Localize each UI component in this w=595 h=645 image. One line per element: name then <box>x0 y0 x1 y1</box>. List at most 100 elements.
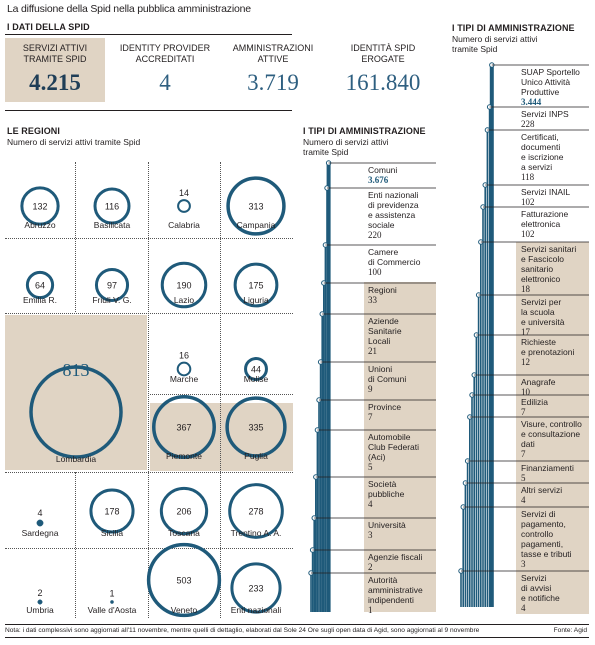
tipi2-heading: I TIPI DI AMMINISTRAZIONE <box>452 23 575 33</box>
label-liguria: Liguria <box>243 295 269 305</box>
category-anagrafe: Anagrafe <box>521 377 556 387</box>
kpi-label: IDENTITY PROVIDER ACCREDITATI <box>119 43 211 64</box>
value-basilicata: 116 <box>105 202 119 212</box>
value-servizi-inps: 228 <box>521 119 535 129</box>
value-comuni: 3.676 <box>368 175 389 185</box>
category-autorita-amministrative-indipendenti-1: amministrative <box>368 585 423 595</box>
grid-line <box>75 162 76 312</box>
category-societa-pubbliche: Società <box>368 479 397 489</box>
category-finanziamenti: Finanziamenti <box>521 463 574 473</box>
category-servizi-di-pagamento-controllo-pagamenti-tasse-e-tributi: Servizi di <box>521 509 556 519</box>
bubble-umbria <box>37 599 43 605</box>
value-agenzie-fiscali: 2 <box>368 562 373 572</box>
label-puglia: Puglia <box>244 451 268 461</box>
value-regioni: 33 <box>368 295 378 305</box>
label-lazio: Lazio <box>174 295 195 305</box>
value-veneto: 503 <box>176 576 191 586</box>
label-toscana: Toscana <box>168 528 200 538</box>
value-valle-d-aosta: 1 <box>109 588 114 598</box>
value-lazio: 190 <box>176 281 191 291</box>
value-umbria: 2 <box>37 588 42 598</box>
dati-bottom-rule <box>5 110 292 111</box>
value-suap-sportello-unico-attivita-produttive: 3.444 <box>521 97 542 107</box>
category-comuni: Comuni <box>368 165 397 175</box>
category-certificati-documenti-e-iscrizione-a-servizi-2: e iscrizione <box>521 152 564 162</box>
category-servizi-sanitari-e-fascicolo-sanitario-elettronico-1: e Fascicolo <box>521 254 564 264</box>
label-trentino-a-a: Trentino A. A. <box>231 528 282 538</box>
value-servizi-per-la-scuola-e-universita: 17 <box>521 327 531 337</box>
category-visure-controllo-e-consultazione-dati-1: e consultazione <box>521 429 580 439</box>
value-trentino-a-a: 278 <box>248 507 263 517</box>
label-marche: Marche <box>170 374 199 384</box>
label-piemonte: Piemonte <box>166 451 202 461</box>
bubble-emilia-r <box>25 270 55 300</box>
kpi-amministrazioni: AMMINISTRAZIONI ATTIVE 3.719 <box>220 38 326 102</box>
category-servizi-sanitari-e-fascicolo-sanitario-elettronico: Servizi sanitari <box>521 244 576 254</box>
label-valle-d-aosta: Valle d'Aosta <box>88 605 137 615</box>
category-servizi-per-la-scuola-e-universita-1: la scuola <box>521 307 555 317</box>
value-servizi-di-avvisi-e-notifiche: 4 <box>521 603 526 613</box>
category-agenzie-fiscali: Agenzie fiscali <box>368 552 422 562</box>
value-visure-controllo-e-consultazione-dati: 7 <box>521 449 526 459</box>
page-title: La diffusione della Spid nella pubblica … <box>7 3 251 15</box>
category-enti-nazionali-di-previdenza-e-assistenza-sociale-1: di previdenza <box>368 200 419 210</box>
tipi-highlight <box>364 282 436 612</box>
label-sicilia: Sicilia <box>101 528 123 538</box>
bubble-enti-nazionali <box>230 562 282 614</box>
value-sicilia: 178 <box>104 507 119 517</box>
grid-line <box>150 394 293 395</box>
bubble-piemonte <box>152 395 216 459</box>
label-emilia-r: Emilia R. <box>23 295 57 305</box>
category-certificati-documenti-e-iscrizione-a-servizi-1: documenti <box>521 142 560 152</box>
label-calabria: Calabria <box>168 220 200 230</box>
category-aziende-sanitarie-locali: Aziende <box>368 316 399 326</box>
value-enti-nazionali-di-previdenza-e-assistenza-sociale: 220 <box>368 230 382 240</box>
category-camere-di-commercio: Camere <box>368 247 399 257</box>
value-enti-nazionali: 233 <box>248 584 263 594</box>
category-servizi-di-pagamento-controllo-pagamenti-tasse-e-tributi-3: pagamenti, <box>521 539 563 549</box>
category-servizi-per-la-scuola-e-universita: Servizi per <box>521 297 561 307</box>
bubble-friuli-v-g <box>94 267 130 303</box>
footnote: Nota: i dati complessivi sono aggiornati… <box>5 624 589 638</box>
dati-rule <box>5 34 292 35</box>
bubble-sicilia <box>89 488 135 534</box>
value-finanziamenti: 5 <box>521 473 526 483</box>
bubble-liguria <box>233 262 279 308</box>
value-altri-servizi: 4 <box>521 495 526 505</box>
grid-line <box>5 472 293 473</box>
kpi-identity-provider: IDENTITY PROVIDER ACCREDITATI 4 <box>112 38 218 102</box>
grid-line <box>220 162 221 618</box>
value-lombardia: 813 <box>63 360 90 380</box>
category-enti-nazionali-di-previdenza-e-assistenza-sociale: Enti nazionali <box>368 190 419 200</box>
category-servizi-di-avvisi-e-notifiche: Servizi <box>521 573 547 583</box>
tipi-subtitle: Numero di servizi attivi tramite Spid <box>303 137 389 157</box>
category-servizi-di-pagamento-controllo-pagamenti-tasse-e-tributi-1: pagamento, <box>521 519 566 529</box>
regioni-subtitle: Numero di servizi attivi tramite Spid <box>7 137 141 147</box>
value-campania: 313 <box>248 202 263 212</box>
kpi-label: SERVIZI ATTIVI TRAMITE SPID <box>22 43 88 64</box>
category-autorita-amministrative-indipendenti-2: indipendenti <box>368 595 414 605</box>
category-servizi-di-avvisi-e-notifiche-1: di avvisi <box>521 583 551 593</box>
bubble-calabria <box>177 199 191 213</box>
category-servizi-di-pagamento-controllo-pagamenti-tasse-e-tributi-4: tasse e tributi <box>521 549 572 559</box>
category-enti-nazionali-di-previdenza-e-assistenza-sociale-2: e assistenza <box>368 210 416 220</box>
category-servizi-inail: Servizi INAIL <box>521 187 570 197</box>
bubble-toscana <box>159 486 209 536</box>
category-certificati-documenti-e-iscrizione-a-servizi: Certificati, <box>521 132 559 142</box>
regions-bubble-chart: 132Abruzzo116Basilicata14Calabria313Camp… <box>20 176 287 618</box>
value-anagrafe: 10 <box>521 387 531 397</box>
category-visure-controllo-e-consultazione-dati: Visure, controllo <box>521 419 582 429</box>
value-friuli-v-g: 97 <box>107 281 117 291</box>
value-calabria: 14 <box>179 188 189 198</box>
category-servizi-sanitari-e-fascicolo-sanitario-elettronico-2: sanitario <box>521 264 553 274</box>
grid-line <box>5 548 293 549</box>
bubble-basilicata <box>93 187 131 225</box>
category-visure-controllo-e-consultazione-dati-2: dati <box>521 439 535 449</box>
value-emilia-r: 64 <box>35 281 45 291</box>
bubble-molise <box>244 357 268 381</box>
value-abruzzo: 132 <box>32 202 47 212</box>
source-text: Fonte: Agid <box>553 627 587 634</box>
grid-line <box>5 238 293 239</box>
value-autorita-amministrative-indipendenti: 1 <box>368 605 373 615</box>
